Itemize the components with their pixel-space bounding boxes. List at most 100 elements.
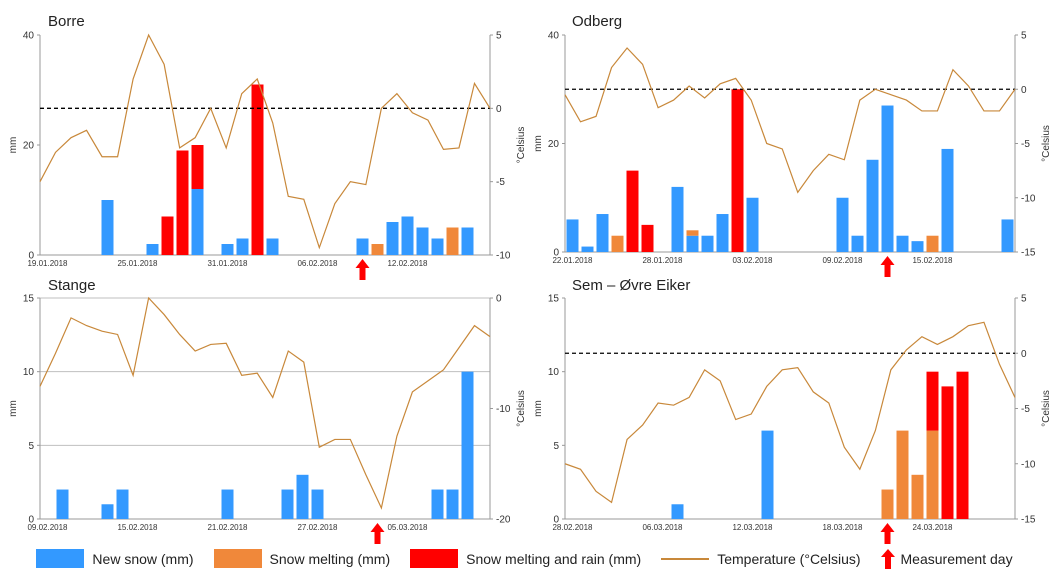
legend-label-snow-melting-rain: Snow melting and rain (mm) (466, 550, 642, 567)
y2-tick-label: -15 (1021, 248, 1036, 259)
measurement-arrow-icon (370, 523, 385, 544)
x-tick-label: 21.02.2018 (207, 523, 248, 532)
y-tick-label: 0 (553, 248, 559, 259)
bar (611, 235, 624, 252)
bar (221, 244, 234, 255)
y-tick-label: 15 (23, 294, 35, 305)
bar (221, 489, 234, 519)
legend-item-snow-melting-rain: Snow melting and rain (mm) (410, 549, 641, 568)
y2-tick-label: -20 (496, 515, 511, 526)
bar (266, 238, 279, 255)
y2-tick-label: 5 (1021, 31, 1027, 42)
bar (446, 489, 459, 519)
x-tick-label: 03.02.2018 (732, 256, 773, 265)
bar (101, 504, 114, 519)
bar (416, 227, 429, 255)
bar (686, 230, 699, 236)
bar (446, 227, 459, 255)
bar (761, 430, 774, 519)
y-tick-label: 5 (28, 441, 34, 452)
chart-2: Odberg 0 20 40 -15 -10 -5 0 5 mm °Celsius 22.01.201… (533, 13, 1049, 277)
y2-axis-title: °Celsius (516, 390, 527, 427)
legend-item-snow-melting: Snow melting (mm) (213, 549, 391, 568)
y2-tick-label: 5 (496, 31, 502, 42)
bar (911, 241, 924, 252)
bar (686, 235, 699, 252)
legend-swatch-snow-melting (213, 549, 262, 568)
bar (191, 145, 204, 189)
bar (461, 227, 474, 255)
y2-axis-title: °Celsius (1041, 125, 1049, 162)
temperature-line (564, 321, 1016, 504)
y2-tick-label: 0 (496, 294, 502, 305)
bar (671, 186, 684, 252)
x-tick-label: 22.01.2018 (552, 256, 593, 265)
bar (401, 216, 414, 255)
bar (836, 197, 849, 252)
chart-title: Stange (48, 277, 96, 294)
bar (251, 84, 264, 255)
legend-item-measurement-day: Measurement day (880, 548, 1013, 569)
measurement-arrow-icon (880, 548, 895, 569)
chart-title: Sem – Øvre Eiker (572, 277, 690, 294)
bar (671, 504, 684, 519)
x-tick-label: 31.01.2018 (207, 259, 248, 268)
legend-line-temperature (661, 557, 710, 560)
x-tick-label: 06.03.2018 (642, 523, 683, 532)
y2-axis-title: °Celsius (516, 127, 527, 164)
legend-label-snow-melting: Snow melting (mm) (269, 550, 391, 567)
legend: New snow (mm) Snow melting (mm) Snow mel… (0, 546, 1049, 571)
y2-tick-label: -10 (1021, 459, 1036, 470)
bar (896, 235, 909, 252)
bar (926, 371, 939, 431)
bar (236, 238, 249, 255)
temperature-line (39, 296, 491, 510)
y-tick-label: 40 (23, 31, 35, 42)
y2-tick-label: -5 (1021, 139, 1030, 150)
bar (581, 246, 594, 252)
legend-swatch-new-snow (36, 549, 85, 568)
chart-4: Sem – Øvre Eiker 0 5 10 15 -15 -10 -5 0 5 mm °Celsi… (533, 277, 1049, 544)
y-tick-label: 20 (548, 139, 560, 150)
x-tick-label: 12.03.2018 (732, 523, 773, 532)
y2-tick-label: 0 (1021, 349, 1027, 360)
bar (431, 489, 444, 519)
y-tick-label: 40 (548, 31, 560, 42)
measurement-arrow-icon (355, 259, 370, 280)
x-tick-label: 27.02.2018 (297, 523, 338, 532)
y-tick-label: 0 (28, 251, 34, 262)
bar (356, 238, 369, 255)
bar (701, 235, 714, 252)
bar (941, 148, 954, 252)
y-axis-title: mm (8, 137, 19, 154)
x-tick-label: 25.01.2018 (117, 259, 158, 268)
x-tick-label: 19.01.2018 (27, 259, 68, 268)
y-tick-label: 5 (553, 441, 559, 452)
legend-label-measurement-day: Measurement day (900, 550, 1013, 567)
bar (746, 197, 759, 252)
y-axis-title: mm (8, 400, 19, 417)
x-tick-label: 28.02.2018 (552, 523, 593, 532)
bar (311, 489, 324, 519)
y-tick-label: 0 (553, 515, 559, 526)
bar (116, 489, 129, 519)
temperature-line (39, 33, 491, 250)
legend-label-new-snow: New snow (mm) (92, 550, 194, 567)
chart-title: Borre (48, 13, 85, 30)
bar (926, 430, 939, 519)
legend-item-temperature: Temperature (°Celsius) (661, 551, 861, 567)
bar (1001, 219, 1014, 252)
y-tick-label: 20 (23, 141, 35, 152)
bar (161, 216, 174, 255)
y2-tick-label: -5 (496, 177, 505, 188)
legend-swatch-snow-melting-rain (410, 549, 459, 568)
bar (431, 238, 444, 255)
y-tick-label: 15 (548, 294, 560, 305)
bar (596, 214, 609, 252)
y2-axis-title: °Celsius (1041, 390, 1049, 427)
bar (896, 430, 909, 519)
bar (626, 170, 639, 252)
y2-tick-label: 0 (496, 104, 502, 115)
bar (866, 159, 879, 252)
bar (911, 474, 924, 519)
